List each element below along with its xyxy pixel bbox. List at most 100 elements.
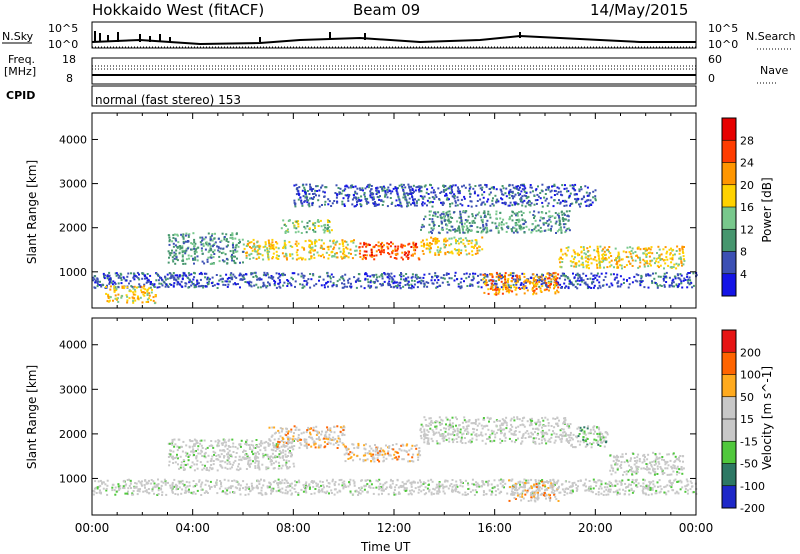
velocity-cell — [254, 447, 257, 449]
velocity-cell — [677, 492, 680, 495]
velocity-cell — [342, 487, 345, 490]
power-cell — [346, 285, 349, 288]
power-cell — [308, 244, 311, 247]
power-cell — [527, 195, 530, 198]
power-cell — [449, 216, 452, 219]
power-cell — [590, 287, 593, 289]
nsky-trace — [91, 34, 696, 46]
power-cell — [478, 245, 480, 248]
power-cell — [460, 277, 463, 280]
power-cell — [464, 186, 467, 189]
velocity-cell — [597, 493, 600, 496]
power-cell — [598, 257, 601, 260]
velocity-cell — [546, 480, 548, 483]
power-cell — [523, 188, 526, 191]
power-cell — [277, 247, 280, 250]
power-cell — [338, 278, 341, 281]
power-cell — [435, 275, 438, 278]
power-cell — [512, 226, 515, 229]
power-cell — [375, 244, 378, 246]
power-cell — [457, 199, 460, 202]
velocity-cell — [130, 487, 132, 489]
power-cell — [373, 245, 376, 248]
power-cell — [501, 193, 504, 196]
power-cell — [273, 284, 276, 287]
power-cell — [314, 242, 316, 245]
power-cell — [441, 221, 443, 224]
power-cell — [304, 192, 307, 195]
power-cell — [531, 223, 534, 226]
power-cell — [585, 274, 588, 277]
power-cell — [393, 257, 396, 259]
power-cell — [262, 274, 265, 277]
power-cell — [421, 203, 423, 205]
power-cell — [166, 277, 169, 280]
velocity-cell — [290, 482, 293, 485]
power-cell — [575, 198, 578, 201]
power-cell — [231, 259, 234, 262]
velocity-cell — [627, 478, 630, 481]
power-cell — [425, 247, 428, 250]
power-cell — [517, 192, 520, 194]
power-cell — [659, 258, 662, 260]
power-cell — [390, 285, 393, 288]
power-cell — [202, 286, 205, 289]
power-cell — [495, 289, 498, 292]
power-cell — [578, 279, 581, 282]
power-cell — [193, 241, 196, 244]
power-cell — [304, 199, 307, 202]
power-cell — [445, 223, 448, 226]
power-cell — [396, 253, 399, 256]
velocity-cell — [211, 455, 214, 458]
power-cell — [477, 281, 480, 284]
power-cell — [364, 242, 367, 245]
velocity-cell — [105, 489, 108, 492]
velocity-cell — [282, 449, 285, 452]
power-cell — [421, 204, 424, 207]
power-cell — [117, 282, 120, 285]
velocity-cell — [141, 484, 143, 487]
power-cell — [172, 237, 175, 239]
power-cell — [242, 243, 245, 246]
power-cell — [643, 263, 646, 266]
power-cell — [375, 204, 378, 207]
velocity-cell — [255, 457, 258, 460]
power-cell — [396, 191, 399, 194]
power-cell — [128, 297, 131, 300]
power-cell — [233, 259, 235, 262]
power-cell — [116, 298, 118, 301]
velocity-cell — [227, 451, 230, 454]
power-cell — [344, 185, 347, 188]
power-cell — [165, 283, 168, 286]
velocity-cell — [404, 490, 407, 492]
power-cell — [373, 281, 376, 283]
power-cell — [285, 254, 288, 257]
power-cell — [560, 229, 563, 232]
power-cell — [512, 186, 515, 189]
power-cell — [420, 190, 423, 193]
power-cell — [308, 258, 311, 261]
power-cell — [489, 191, 492, 194]
power-cell — [314, 230, 317, 233]
power-cell — [379, 195, 381, 198]
velocity-cell — [451, 488, 454, 491]
power-cell — [171, 240, 174, 243]
power-cell — [114, 286, 117, 289]
power-cell — [353, 205, 356, 208]
power-cell — [369, 196, 372, 199]
power-cell — [651, 252, 654, 255]
velocity-cell — [655, 489, 658, 492]
power-cell — [133, 288, 136, 291]
power-cell — [364, 272, 367, 275]
power-cell — [357, 200, 360, 203]
power-cell — [309, 197, 312, 200]
power-cell — [578, 264, 581, 267]
power-cell — [206, 258, 209, 261]
power-cell — [98, 284, 101, 286]
power-cell — [507, 284, 510, 287]
velocity-cell — [254, 465, 257, 468]
power-cell — [456, 252, 459, 255]
power-cell — [675, 250, 678, 252]
power-cell — [615, 263, 618, 265]
velocity-cell — [422, 481, 425, 484]
